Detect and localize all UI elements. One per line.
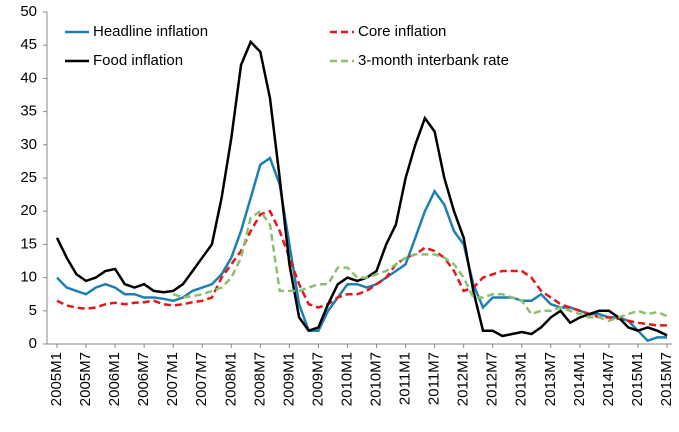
x-tick-label: 2009M7 <box>309 352 326 406</box>
series-line <box>55 39 668 338</box>
x-tick-label: 2008M7 <box>251 352 268 406</box>
x-tick-label: 2015M7 <box>658 352 675 406</box>
y-tick-label: 10 <box>20 269 37 286</box>
x-tick-label: 2010M7 <box>367 352 384 406</box>
series-line <box>172 209 668 323</box>
series-line <box>56 156 667 343</box>
x-tick-label: 2013M7 <box>542 352 559 406</box>
x-tick-label: 2014M7 <box>600 352 617 406</box>
legend-label: Headline inflation <box>93 23 208 40</box>
x-tick-label: 2006M1 <box>106 352 123 406</box>
x-tick-label: 2005M7 <box>77 352 94 406</box>
y-tick-label: 25 <box>20 169 37 186</box>
x-tick-label: 2014M1 <box>571 352 588 406</box>
y-tick-label: 45 <box>20 36 37 53</box>
x-tick-label: 2009M1 <box>280 352 297 406</box>
x-tick-label: 2011M7 <box>426 352 443 405</box>
x-tick-label: 2007M7 <box>193 352 210 406</box>
x-tick-label: 2006M7 <box>135 352 152 406</box>
y-tick-label: 30 <box>20 136 37 153</box>
x-tick-label: 2012M7 <box>484 352 501 406</box>
y-tick-label: 50 <box>20 3 37 20</box>
y-tick-label: 35 <box>20 103 37 120</box>
x-tick-label: 2008M1 <box>222 352 239 406</box>
y-tick-label: 40 <box>20 69 37 86</box>
legend-label: 3-month interbank rate <box>358 52 509 69</box>
x-tick-label: 2010M1 <box>338 352 355 406</box>
y-tick-label: 5 <box>29 302 37 319</box>
legend-label: Core inflation <box>358 23 446 40</box>
x-tick-label: 2005M1 <box>48 352 65 406</box>
y-tick-label: 15 <box>20 235 37 252</box>
x-tick-label: 2015M1 <box>629 352 646 406</box>
x-tick-label: 2007M1 <box>164 352 181 406</box>
x-tick-label: 2012M1 <box>455 352 472 406</box>
legend-label: Food inflation <box>93 52 183 69</box>
x-tick-label: 2013M1 <box>513 352 530 406</box>
y-tick-label: 0 <box>29 335 37 352</box>
x-tick-label: 2011M1 <box>397 352 414 405</box>
y-tick-label: 20 <box>20 202 37 219</box>
series-line <box>56 209 667 327</box>
